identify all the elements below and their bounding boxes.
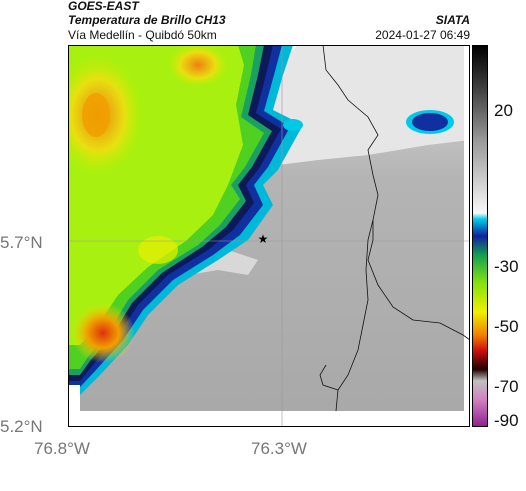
cold-core-south [71,303,135,363]
colorbar-tick-label: -90 [494,411,519,430]
map-bottom-strip [68,411,470,427]
department-border [322,45,470,341]
colorbar-tick-label: -70 [494,377,519,396]
isolated-cloud-cell-edge [283,119,303,131]
isolated-cloud-cell [412,113,448,131]
star-icon: ★ [258,232,269,246]
temperature-colorbar [472,45,488,427]
brightness-temperature-map: ★ [68,45,470,427]
cold-core-northeast [168,45,228,87]
colorbar-tick-label: 20 [494,101,513,120]
colorbar-tick-label: -30 [494,257,519,276]
x-tick-label: 76.3°W [251,439,307,458]
organization-label: SIATA [435,13,470,27]
colorbar-tick-label: -50 [494,317,519,336]
department-border-west [319,364,339,391]
y-tick-label: 5.7°N [0,233,43,252]
y-tick-label: 5.2°N [0,417,43,436]
map-left-strip [68,385,80,427]
map-title-product: Temperatura de Brillo CH13 [68,13,226,27]
map-right-strip [464,45,470,427]
map-subtitle-route: Vía Medellín - Quibdó 50km [68,28,217,42]
light-cloud-band [248,45,470,165]
cold-core-south-mid [138,236,178,264]
cold-core-north-inner [82,93,110,137]
map-frame [68,45,470,427]
map-title-satellite: GOES-EAST [68,0,139,13]
x-tick-label: 76.8°W [34,439,90,458]
datetime-label: 2024-01-27 06:49 [375,28,470,42]
department-border-south [335,219,374,412]
